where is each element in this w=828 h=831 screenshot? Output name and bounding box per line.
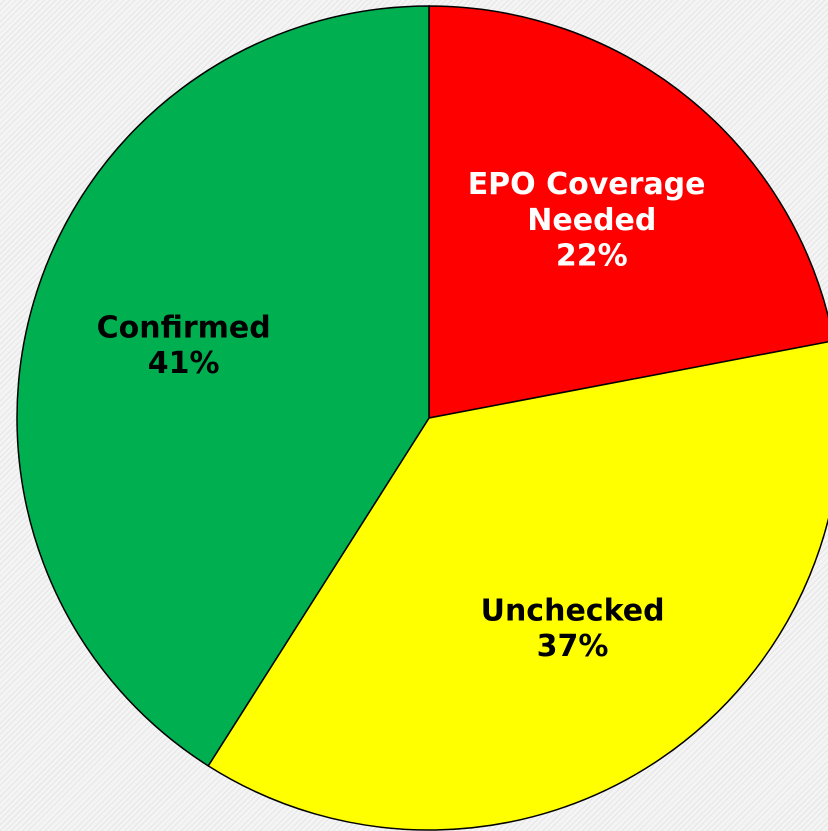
slice-value-label: 41% <box>148 346 220 381</box>
slice-value-label: 37% <box>537 629 609 664</box>
pie-slice <box>16 5 430 767</box>
pie-slice <box>428 5 828 419</box>
slice-label: Confirmed <box>97 310 271 345</box>
slice-label: Unchecked <box>481 593 665 628</box>
slice-value-label: 22% <box>556 239 628 274</box>
pie-slice <box>207 341 828 831</box>
slice-label: EPO Coverage Needed <box>468 167 716 238</box>
